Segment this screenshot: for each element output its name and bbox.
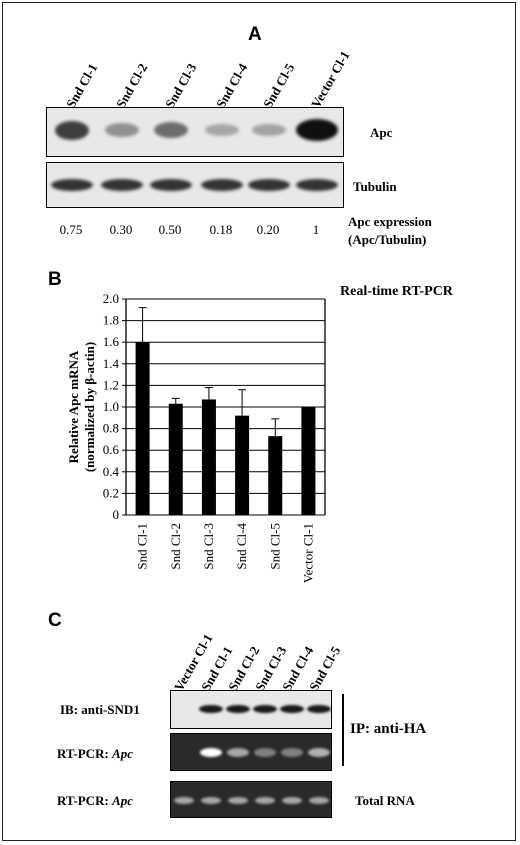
total-apc-band xyxy=(309,796,329,804)
y-tick-label: 1.8 xyxy=(103,313,119,328)
snd1-band xyxy=(199,705,223,713)
apc-ratio-value: 0.50 xyxy=(158,222,182,237)
apc-band xyxy=(154,122,188,138)
bar xyxy=(168,403,183,515)
row3-label: RT-PCR: Apc xyxy=(57,793,133,808)
snd1-band xyxy=(307,705,331,713)
ip-apc-band xyxy=(281,747,303,757)
total-apc-band xyxy=(228,796,248,804)
tubulin-blot xyxy=(46,162,344,208)
tubulin-band xyxy=(296,179,338,191)
panel-b-letter: B xyxy=(48,269,62,290)
snd1-band xyxy=(280,705,304,713)
tubulin-band xyxy=(51,179,93,191)
ip-apc-band xyxy=(227,747,249,757)
x-tick-label: Snd Cl-1 xyxy=(135,523,150,570)
apc-blot xyxy=(46,107,344,157)
y-tick-label: 0.2 xyxy=(103,485,119,500)
panel-c-letter: C xyxy=(48,610,62,631)
tubulin-band xyxy=(101,179,143,191)
bar xyxy=(135,342,150,515)
bar xyxy=(201,399,216,515)
row1-label: IB: anti-SND1 xyxy=(60,702,140,717)
apc-ratio-value: 1 xyxy=(312,222,320,237)
total-apc-band xyxy=(255,796,275,804)
apc-band xyxy=(296,119,338,141)
total-apc-gel xyxy=(170,781,332,818)
total-apc-band xyxy=(201,796,221,804)
ratio-label-line2: (Apc/Tubulin) xyxy=(348,232,427,247)
snd1-band xyxy=(253,705,277,713)
y-tick-label: 1.6 xyxy=(103,334,120,349)
tubulin-band xyxy=(201,179,243,191)
apc-ratio-value: 0.75 xyxy=(59,222,83,237)
x-tick-label: Snd Cl-3 xyxy=(201,523,216,570)
y-axis-label-line1: Relative Apc mRNA xyxy=(66,350,81,463)
x-tick-label: Snd Cl-2 xyxy=(168,523,183,570)
snd1-blot xyxy=(170,690,332,729)
apc-ratio-value: 0.20 xyxy=(256,222,280,237)
total-apc-band xyxy=(174,796,194,804)
y-tick-label: 0.8 xyxy=(103,421,119,436)
ip-apc-band xyxy=(200,747,222,757)
y-tick-label: 2.0 xyxy=(103,291,119,306)
x-tick-label: Vector Cl-1 xyxy=(300,523,315,583)
ip-label: IP: anti-HA xyxy=(350,721,427,737)
y-tick-label: 1.4 xyxy=(103,356,120,371)
snd1-band xyxy=(226,705,250,713)
ip-apc-band xyxy=(254,747,276,757)
tubulin-band xyxy=(248,179,290,191)
apc-band xyxy=(55,120,89,140)
y-tick-label: 1.0 xyxy=(103,399,119,414)
y-axis-label-line2: (normalized by β-actin) xyxy=(82,342,97,472)
tubulin-band xyxy=(150,179,192,191)
panel-a-letter: A xyxy=(248,24,262,45)
y-tick-label: 0 xyxy=(113,507,120,522)
apc-label: Apc xyxy=(370,125,393,140)
total-rna-label: Total RNA xyxy=(355,793,415,808)
tubulin-label: Tubulin xyxy=(353,179,397,194)
ratio-label-line1: Apc expression xyxy=(348,214,432,229)
y-tick-label: 0.4 xyxy=(103,464,120,479)
ip-bracket-line xyxy=(342,694,344,766)
apc-ratio-value: 0.30 xyxy=(109,222,133,237)
total-apc-band xyxy=(282,796,302,804)
ip-apc-gel xyxy=(170,733,332,771)
bar xyxy=(301,407,316,515)
y-tick-label: 0.6 xyxy=(103,442,120,457)
apc-ratio-value: 0.18 xyxy=(209,222,233,237)
x-tick-label: Snd Cl-4 xyxy=(234,523,249,570)
bar xyxy=(235,415,250,515)
ip-apc-band xyxy=(308,747,330,757)
x-tick-label: Snd Cl-5 xyxy=(267,523,282,570)
apc-band xyxy=(252,123,286,137)
apc-band xyxy=(105,123,139,137)
bar xyxy=(268,436,283,515)
y-tick-label: 1.2 xyxy=(103,377,119,392)
bar-chart: 0 0.2 0.4 0.6 0.8 1.0 1.2 1.4 1.6 1.8 2.0 Snd Cl-1 S… xyxy=(66,291,326,583)
chart-title: Real-time RT-PCR xyxy=(340,284,453,299)
row2-label: RT-PCR: Apc xyxy=(57,746,133,761)
apc-band xyxy=(205,123,239,137)
